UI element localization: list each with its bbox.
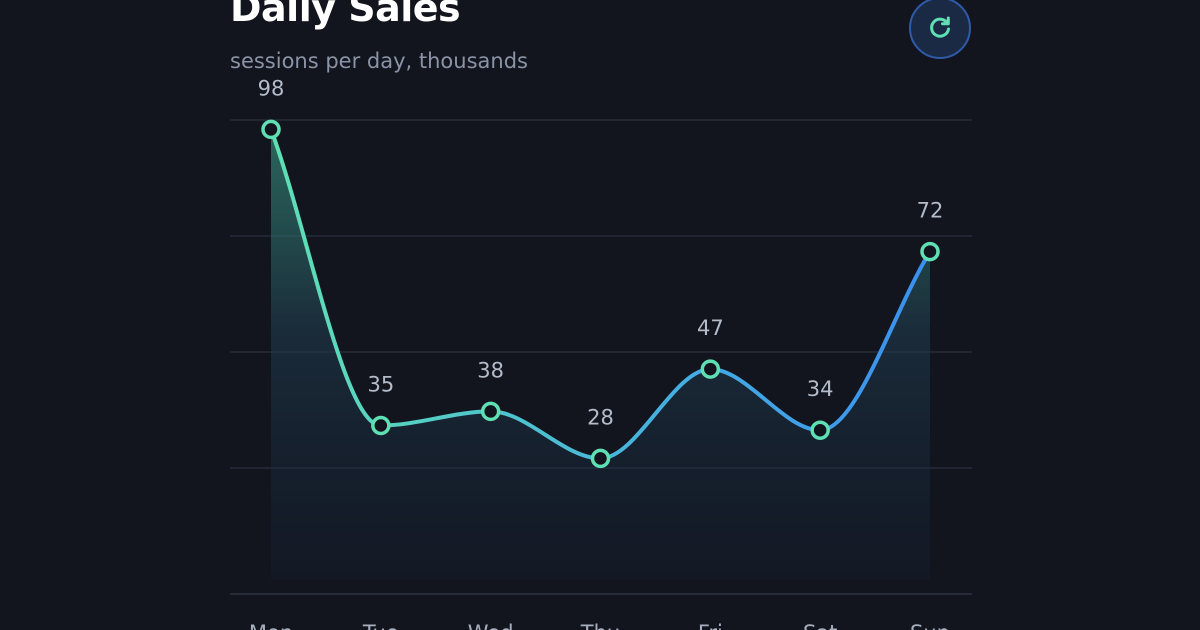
- data-label-wed: 38: [477, 358, 504, 382]
- data-label-tue: 35: [367, 373, 394, 397]
- x-tick-fri: Fri: [698, 621, 723, 630]
- data-label-fri: 47: [697, 316, 724, 340]
- data-point-sun[interactable]: [920, 241, 940, 262]
- chart-subtitle: sessions per day, thousands: [230, 49, 528, 73]
- area-fill: [271, 129, 930, 580]
- chart-title: Daily Sales: [230, 0, 461, 30]
- x-tick-tue: Tue: [362, 621, 399, 630]
- x-tick-thu: Thu: [580, 621, 620, 630]
- x-axis-ticks: Mon Tue Wed Thu Fri Sat Sun: [249, 621, 950, 630]
- data-label-sat: 34: [807, 377, 834, 401]
- data-label-thu: 28: [587, 405, 614, 429]
- x-tick-mon: Mon: [249, 621, 293, 630]
- x-tick-sat: Sat: [803, 621, 837, 630]
- x-tick-sun: Sun: [910, 621, 950, 630]
- data-point-tue[interactable]: [371, 415, 391, 436]
- data-point-fri[interactable]: [700, 359, 721, 379]
- data-labels: 98 35 38 28 47 34 72: [258, 76, 944, 429]
- x-tick-wed: Wed: [468, 621, 514, 630]
- data-point-wed[interactable]: [480, 401, 501, 422]
- data-points: [261, 119, 940, 469]
- data-label-sun: 72: [917, 199, 944, 223]
- data-point-sat[interactable]: [810, 420, 830, 440]
- data-point-mon[interactable]: [261, 119, 281, 140]
- data-label-mon: 98: [258, 76, 285, 100]
- refresh-icon: [930, 16, 950, 38]
- refresh-button[interactable]: [909, 0, 971, 59]
- data-point-thu[interactable]: [590, 448, 611, 469]
